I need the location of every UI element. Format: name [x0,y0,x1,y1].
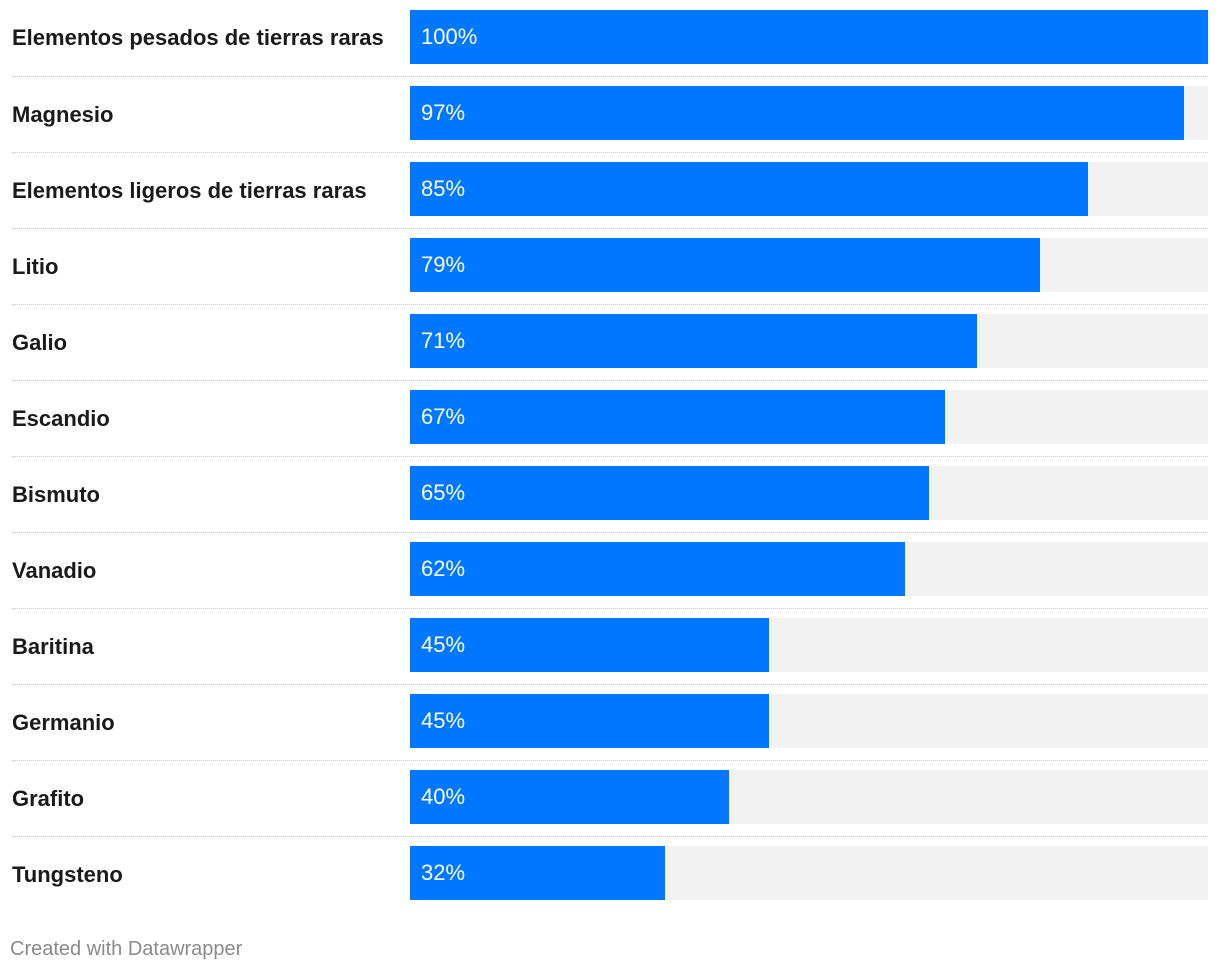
category-label: Vanadio [12,557,97,583]
bar-track: 45% [410,694,1208,748]
bar-track: 62% [410,542,1208,596]
value-label: 40% [421,784,466,809]
value-label: 45% [421,632,466,657]
value-label: 32% [421,860,466,885]
bar [410,390,945,444]
bar-row: Grafito 40% [12,760,1208,836]
bar-row: Magnesio 97% [12,76,1208,152]
bar-row: Litio 79% [12,228,1208,304]
bar-track: 67% [410,390,1208,444]
bar [410,86,1185,140]
bar-track: 71% [410,314,1208,368]
category-label: Grafito [12,785,85,811]
category-label: Elementos pesados de tierras raras [12,25,384,50]
bar-row: Bismuto 65% [12,456,1208,532]
bar-track: 97% [410,86,1208,140]
value-label: 71% [421,328,466,353]
value-label: 65% [421,480,466,505]
category-label: Tungsteno [12,861,123,887]
bar [410,10,1208,64]
category-label: Litio [12,253,59,279]
value-label: 67% [421,404,466,429]
bar [410,770,730,824]
category-label: Magnesio [12,101,114,127]
value-label: 97% [421,100,466,125]
bar-track: 40% [410,770,1208,824]
bar [410,466,929,520]
bar-row: Vanadio 62% [12,532,1208,608]
bar-chart: Elementos pesados de tierras raras 100% Ma… [12,0,1208,912]
category-label: Elementos ligeros de tierras raras [12,177,367,203]
value-label: 85% [421,176,466,201]
bar-row: Galio 71% [12,304,1208,380]
bar-track: 32% [410,846,1208,900]
value-label: 45% [421,708,466,733]
value-label: 100% [421,24,478,49]
category-label: Galio [12,329,68,355]
value-label: 79% [421,252,466,277]
category-label: Bismuto [12,481,100,507]
bar [410,238,1041,292]
bar-track: 79% [410,238,1208,292]
bar-row: Baritina 45% [12,608,1208,684]
bar [410,162,1089,216]
datawrapper-credit: Created with Datawrapper [10,938,243,960]
category-label: Baritina [12,633,94,659]
bar [410,314,977,368]
bar-row: Tungsteno 32% [12,836,1208,912]
value-label: 62% [421,556,466,581]
bar-row: Germanio 45% [12,684,1208,760]
bar-row: Elementos pesados de tierras raras 100% [12,0,1208,76]
bar [410,694,770,748]
bar-track: 100% [410,10,1208,64]
bar-track: 45% [410,618,1208,672]
bar [410,846,666,900]
category-label: Escandio [12,405,110,431]
bar [410,542,905,596]
category-label: Germanio [12,709,115,735]
bar-row: Escandio 67% [12,380,1208,456]
bar-row: Elementos ligeros de tierras raras 85% [12,152,1208,228]
bar [410,618,770,672]
bar-track: 65% [410,466,1208,520]
bar-track: 85% [410,162,1208,216]
